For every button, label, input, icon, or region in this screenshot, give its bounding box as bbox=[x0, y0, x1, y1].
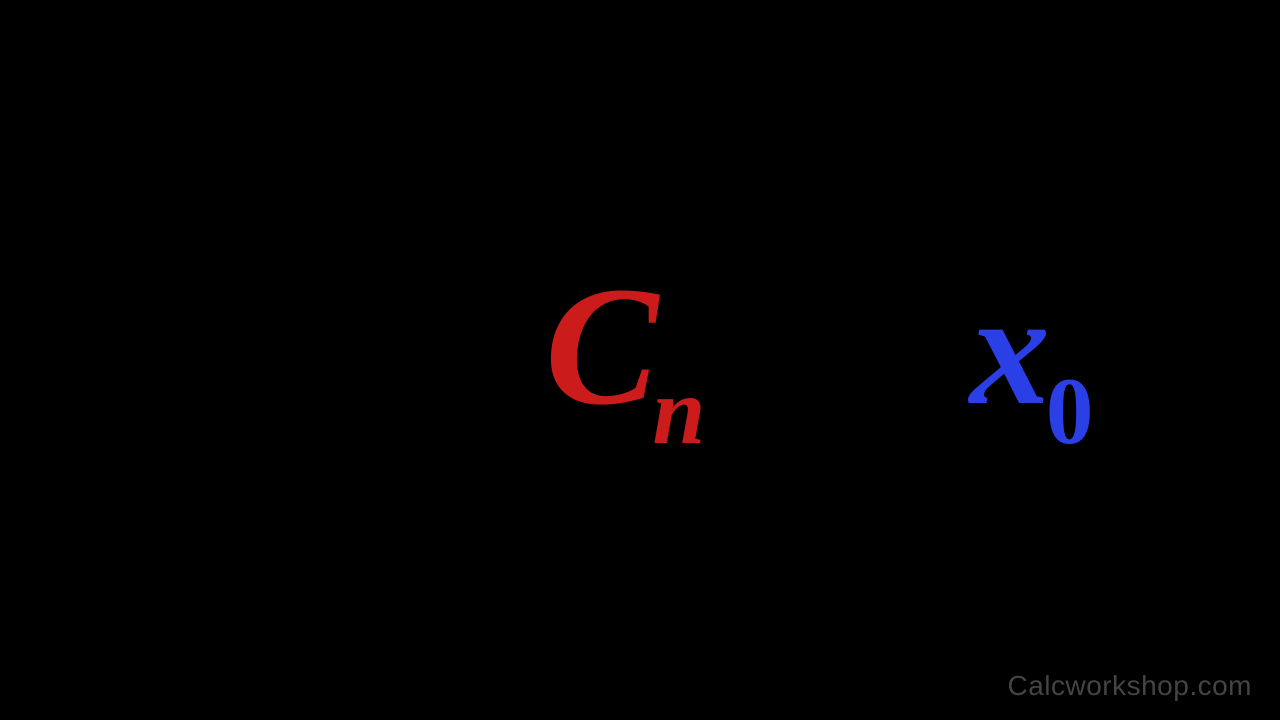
minus-sign: − bbox=[873, 266, 952, 427]
open-paren: ( bbox=[711, 249, 768, 444]
exponent-n: n bbox=[1154, 246, 1202, 356]
coefficient-subscript: n bbox=[652, 356, 705, 466]
series-term: C n ( x − x 0 ) n bbox=[545, 249, 1201, 444]
coefficient-base: C bbox=[545, 249, 658, 444]
watermark-text: Calcworkshop.com bbox=[1007, 670, 1252, 702]
sigma-icon: ∑ bbox=[349, 240, 507, 448]
equals-sign: = bbox=[189, 257, 279, 435]
center-point-x0: x 0 bbox=[970, 257, 1094, 442]
close-paren: ) bbox=[1093, 249, 1150, 444]
coefficient-cn: C n bbox=[545, 249, 705, 444]
variable-x: x bbox=[776, 257, 847, 442]
summation: ∞ ∑ n = 0 bbox=[335, 150, 520, 543]
power-series-formula: y = ∞ ∑ n = 0 C n ( x − x 0 ) n bbox=[0, 150, 1280, 543]
variable-y: y bbox=[78, 257, 149, 435]
x0-subscript: 0 bbox=[1046, 356, 1094, 466]
lhs: y = bbox=[78, 254, 279, 439]
x0-base: x bbox=[970, 257, 1050, 442]
